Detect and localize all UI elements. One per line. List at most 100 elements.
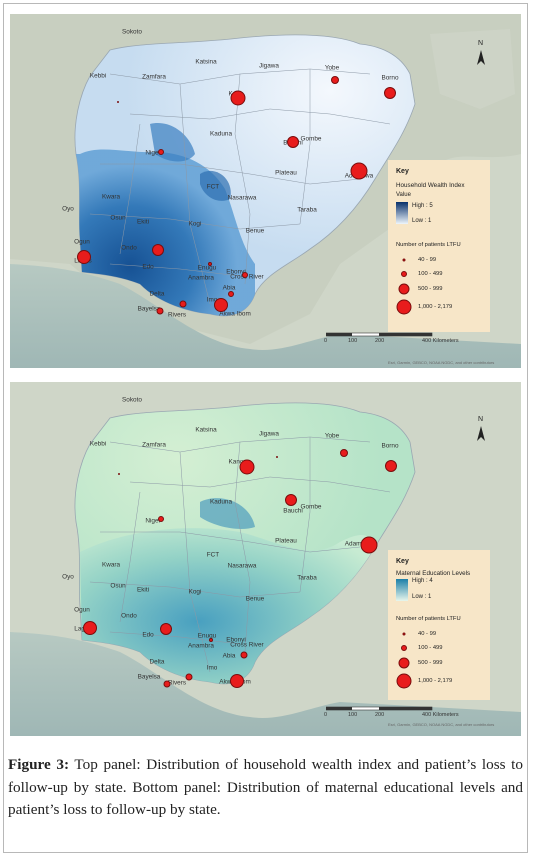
ltfu-bubble (83, 621, 97, 635)
map-credit: Esri, Garmin, GEBCO, NOAA NGDC, and othe… (388, 722, 495, 727)
scale-tick: 0 (324, 712, 328, 718)
ltfu-bubble (384, 87, 396, 99)
state-label: FCT (206, 551, 220, 559)
ltfu-bubble (209, 638, 213, 642)
state-label: Imo (206, 664, 218, 672)
state-label: Ebonyi (226, 636, 246, 644)
legend-class-row: 40 - 99 (396, 252, 486, 268)
state-label: Nasarawa (227, 562, 257, 570)
legend-class-row: 500 - 999 (396, 655, 486, 671)
ltfu-bubble (77, 250, 91, 264)
state-label: Zamfara (142, 441, 166, 449)
state-label: Oyo (62, 205, 74, 213)
maternal-education-map: N Key Maternal Education Levels High : 4… (10, 382, 521, 736)
legend-key-title: Key (396, 168, 409, 175)
ltfu-bubble (156, 307, 164, 315)
legend-class-label: 100 - 499 (418, 645, 443, 651)
state-label: Delta (149, 290, 165, 298)
legend-high-label: High : 5 (412, 203, 433, 209)
state-label: Bayelsa (137, 673, 161, 681)
north-arrow: N (477, 40, 485, 65)
state-label: Kano (228, 458, 244, 466)
bubble-swatch (396, 299, 412, 315)
state-label: Plateau (275, 537, 297, 545)
legend-layer-title: Household Wealth Index (396, 182, 465, 189)
scale-tick: 200 (375, 338, 385, 344)
ltfu-bubble (230, 674, 244, 688)
scale-tick: 100 (348, 338, 358, 344)
state-label: Katsina (195, 58, 217, 66)
legend-wealth: Key Household Wealth Index Value High : … (388, 160, 490, 332)
ltfu-bubble (179, 300, 187, 308)
state-label: Plateau (275, 169, 297, 177)
state-label: Nasarawa (227, 194, 257, 202)
education-map-svg (10, 382, 521, 736)
state-label: Niger (145, 149, 161, 157)
scale-tick: 400 Kilometers (422, 712, 459, 718)
state-label: Kwara (101, 193, 121, 201)
figure-frame (3, 3, 528, 853)
legend-bubble-title: Number of patients LTFU (396, 616, 461, 622)
legend-color-ramp (396, 202, 408, 224)
ltfu-bubble (228, 291, 234, 297)
state-label: Katsina (195, 426, 217, 434)
state-label: Kebbi (89, 72, 107, 80)
ltfu-bubble (230, 90, 246, 106)
ltfu-bubble (214, 298, 228, 312)
caption-lead: Figure 3: (8, 756, 70, 773)
state-label: Jigawa (259, 430, 279, 438)
ltfu-bubble (287, 136, 299, 148)
state-label: Taraba (297, 206, 317, 214)
legend-class-label: 1,000 - 2,179 (418, 678, 453, 684)
ltfu-bubble (158, 149, 164, 155)
legend-color-ramp (396, 579, 408, 601)
state-label: Sokoto (122, 396, 142, 404)
north-arrow: N (477, 416, 485, 441)
scale-tick: 200 (375, 712, 385, 718)
ltfu-bubble (239, 459, 255, 475)
legend-class-label: 500 - 999 (418, 286, 443, 292)
legend-class-label: 40 - 99 (418, 631, 437, 637)
legend-bubble-title: Number of patients LTFU (396, 242, 461, 248)
scale-tick: 100 (348, 712, 358, 718)
legend-high-label: High : 4 (412, 578, 433, 584)
ltfu-bubble (118, 473, 120, 475)
ltfu-bubble (160, 623, 172, 635)
state-label: Kogi (188, 588, 202, 596)
state-label: Oyo (62, 573, 74, 581)
state-label: Kogi (188, 220, 202, 228)
state-label: Yobe (324, 432, 340, 440)
state-label: Enugu (197, 632, 217, 640)
ltfu-bubble (117, 101, 119, 103)
ltfu-bubble (152, 244, 164, 256)
legend-class-row: 1,000 - 2,179 (396, 673, 486, 689)
bubble-swatch (398, 283, 410, 295)
state-label: Ondo (121, 244, 137, 252)
ltfu-bubble (360, 536, 378, 554)
state-label: Yobe (324, 64, 340, 72)
state-label: Zamfara (142, 73, 166, 81)
state-label: Ebonyi (226, 268, 246, 276)
north-label: N (478, 416, 484, 423)
state-label: Bauchi (283, 507, 303, 515)
state-label: Cross River (230, 641, 264, 649)
ltfu-bubble (185, 673, 193, 681)
legend-class-row: 100 - 499 (396, 266, 486, 282)
state-label: Taraba (297, 574, 317, 582)
scale-bar-graphic (326, 332, 433, 337)
legend-class-label: 1,000 - 2,179 (418, 304, 453, 310)
figure-caption: Figure 3: Top panel: Distribution of hou… (8, 754, 523, 822)
state-label: Akwa Ibom (219, 310, 251, 318)
bubble-swatch (402, 632, 406, 636)
state-label: Borno (381, 74, 399, 82)
north-arrow-icon (477, 50, 485, 65)
state-label: Gombe (300, 135, 322, 143)
state-label: Kwara (101, 561, 121, 569)
state-label: Anambra (188, 274, 214, 282)
state-label: Kaduna (209, 130, 233, 138)
state-label: Abia (222, 284, 236, 292)
ltfu-bubble (242, 272, 248, 278)
ltfu-bubble (331, 76, 339, 84)
state-label: Edo (142, 631, 154, 639)
state-label: Osun (110, 582, 126, 590)
